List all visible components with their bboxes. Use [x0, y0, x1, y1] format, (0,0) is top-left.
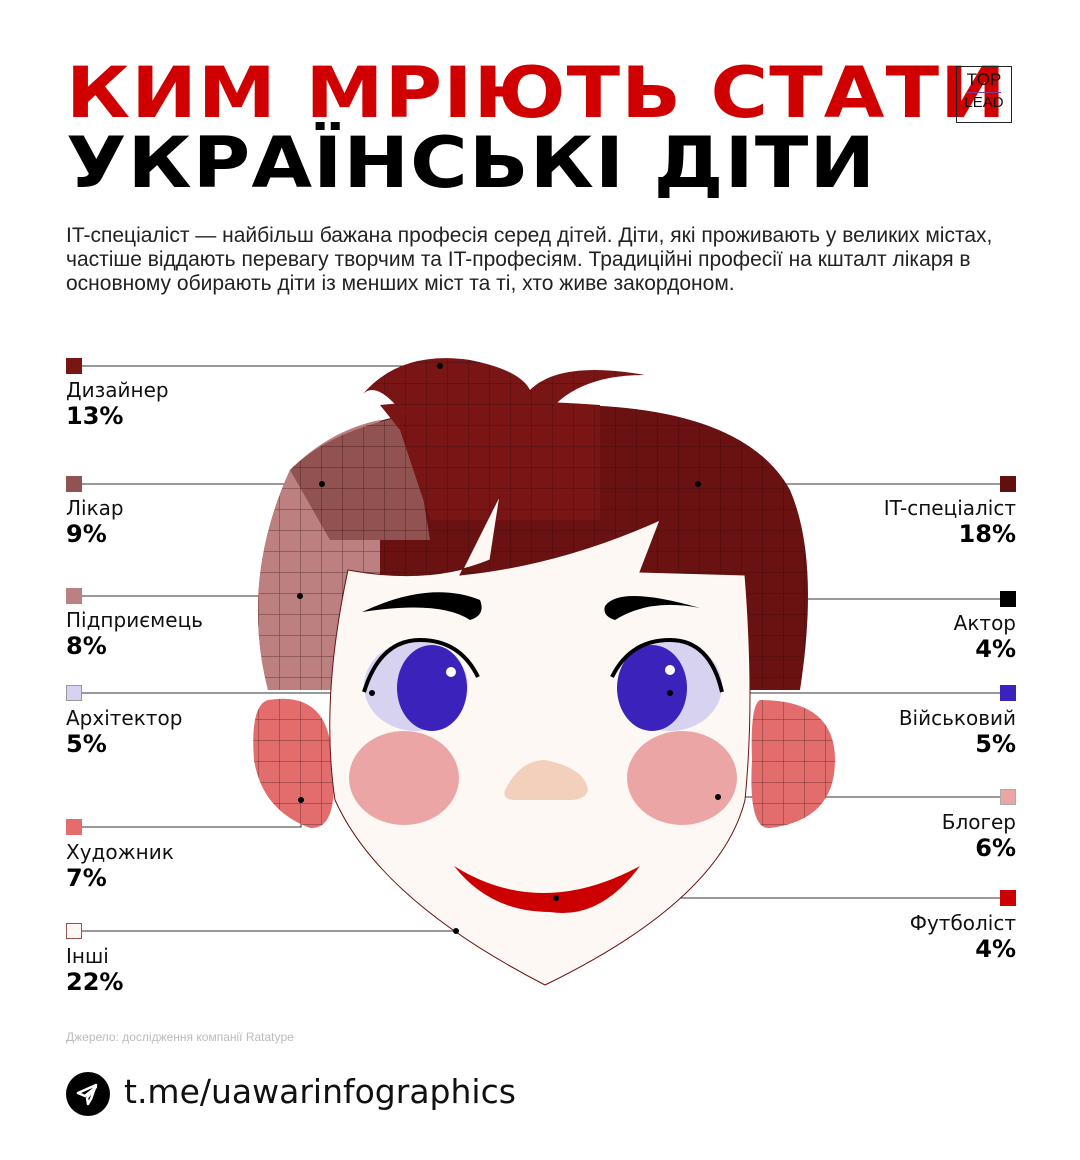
legend-item-doctor: Лікар 9%	[66, 496, 124, 548]
legend-pct: 5%	[66, 730, 107, 758]
legend-pct: 4%	[975, 935, 1016, 963]
swatch-architect	[66, 685, 82, 701]
legend-label: Дизайнер	[66, 378, 169, 402]
legend-item-entrepreneur: Підприємець 8%	[66, 608, 203, 660]
swatch-blogger	[1000, 789, 1016, 805]
legend-pct: 18%	[958, 520, 1016, 548]
legend-item-actor: Актор 4%	[954, 611, 1016, 663]
legend-label: Лікар	[66, 496, 124, 520]
swatch-entrepreneur	[66, 588, 82, 604]
legend-label: Футболіст	[909, 911, 1016, 935]
telegram-icon	[66, 1072, 110, 1116]
legend-pct: 5%	[975, 730, 1016, 758]
legend-label: Військовий	[898, 706, 1016, 730]
legend-item-architect: Архітектор 5%	[66, 706, 182, 758]
legend-pct: 22%	[66, 968, 124, 996]
legend-label: Художник	[66, 840, 174, 864]
title-line-2: УКРАЇНСЬКІ ДІТИ	[66, 122, 877, 204]
legend-item-it: IT-спеціаліст 18%	[884, 496, 1016, 548]
logo-top-text: TOP	[966, 70, 1002, 89]
legend-item-military: Військовий 5%	[899, 706, 1016, 758]
legend-pct: 9%	[66, 520, 107, 548]
legend-pct: 6%	[975, 834, 1016, 862]
legend-label: Підприємець	[66, 608, 203, 632]
legend-item-other: Інші 22%	[66, 944, 123, 996]
legend-label: Актор	[953, 611, 1016, 635]
swatch-artist	[66, 819, 82, 835]
swatch-doctor	[66, 476, 82, 492]
title-line-1: КИМ МРІЮТЬ СТАТИ	[66, 52, 1007, 134]
legend-pct: 7%	[66, 864, 107, 892]
source-note: Джерело: дослідження компанії Ratatype	[66, 1030, 294, 1044]
legend-pct: 4%	[975, 635, 1016, 663]
legend-pct: 13%	[66, 402, 124, 430]
legend-label: IT-спеціаліст	[883, 496, 1016, 520]
swatch-actor	[1000, 591, 1016, 607]
legend-item-footballer: Футболіст 4%	[910, 911, 1016, 963]
swatch-other	[66, 923, 82, 939]
logo-bottom-text: LEAD	[964, 94, 1004, 111]
legend-label: Архітектор	[66, 706, 183, 730]
telegram-link[interactable]: t.me/uawarinfographics	[124, 1072, 516, 1111]
legend-item-designer: Дизайнер 13%	[66, 378, 169, 430]
legend-pct: 8%	[66, 632, 107, 660]
swatch-designer	[66, 358, 82, 374]
swatch-footballer	[1000, 890, 1016, 906]
logo-divider	[967, 92, 1001, 93]
top-lead-logo: TOP LEAD	[956, 66, 1012, 123]
legend-label: Інші	[66, 944, 109, 968]
intro-text: IT-спеціаліст — найбільш бажана професія…	[66, 224, 993, 295]
legend-item-blogger: Блогер 6%	[942, 810, 1016, 862]
legend-item-artist: Художник 7%	[66, 840, 174, 892]
swatch-military	[1000, 685, 1016, 701]
legend-label: Блогер	[941, 810, 1016, 834]
swatch-it	[1000, 476, 1016, 492]
